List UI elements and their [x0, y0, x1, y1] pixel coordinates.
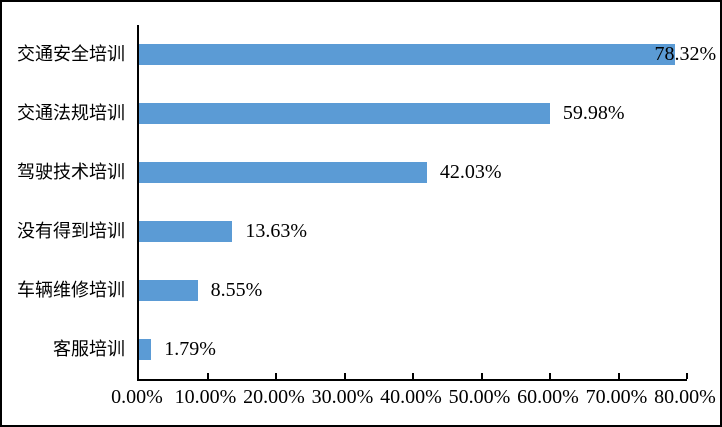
- bar-row: 1.79%: [139, 320, 687, 379]
- data-bar: [139, 280, 198, 301]
- x-tick-label: 30.00%: [311, 386, 374, 408]
- x-axis-tick-mark: [275, 373, 277, 379]
- x-axis-tick-mark: [617, 373, 620, 379]
- category-label: 没有得到培训: [17, 221, 125, 241]
- bar-value-label: 59.98%: [562, 102, 625, 124]
- bar-value-label: 1.79%: [164, 338, 216, 360]
- x-tick-label: 0.00%: [111, 386, 163, 408]
- bar-value-label: 8.55%: [210, 279, 263, 301]
- bar-value-label: 13.63%: [245, 220, 308, 242]
- x-tick-label: 70.00%: [585, 386, 648, 408]
- x-tick-label: 80.00%: [654, 386, 716, 408]
- data-bar: [139, 221, 233, 242]
- x-axis-tick-mark: [343, 373, 346, 379]
- x-tick-label: 20.00%: [243, 386, 305, 408]
- x-axis-tick-mark: [412, 373, 414, 379]
- data-bar: [139, 162, 427, 183]
- category-label: 交通安全培训: [17, 44, 125, 64]
- x-tick-label: 50.00%: [448, 386, 511, 408]
- x-axis-tick-mark: [549, 373, 551, 379]
- bar-row: 59.98%: [139, 84, 687, 143]
- bar-row: 42.03%: [139, 143, 687, 202]
- bar-row: 78.32%: [139, 25, 716, 84]
- value-axis-labels: 0.00% 10.00% 20.00% 30.00% 40.00% 50.00% 60.00…: [111, 386, 716, 412]
- bar-row: 13.63%: [139, 202, 687, 261]
- x-tick-label: 10.00%: [174, 386, 237, 408]
- category-label: 车辆维修培训: [17, 280, 125, 300]
- category-label: 客服培训: [53, 339, 125, 359]
- data-bar: [139, 339, 152, 360]
- plot-area: 78.32% 59.98% 42.03% 13.63% 8.55% 1.79%: [137, 25, 716, 381]
- x-axis-tick-mark: [480, 373, 483, 379]
- x-tick-label: 60.00%: [517, 386, 579, 408]
- bar-row: 8.55%: [139, 261, 687, 320]
- x-axis-tick-mark: [206, 373, 209, 379]
- category-axis-labels: 交通安全培训 交通法规培训 驾驶技术培训 没有得到培训 车辆维修培训客服培训: [2, 25, 125, 379]
- x-axis-tick-mark: [686, 373, 688, 379]
- bar-value-label: 42.03%: [439, 161, 502, 183]
- category-label: 交通法规培训: [17, 103, 125, 123]
- x-tick-label: 40.00%: [380, 386, 442, 408]
- data-bar: [139, 44, 676, 65]
- bar-value-label: 78.32%: [654, 43, 717, 65]
- data-bar: [139, 103, 550, 124]
- category-label: 驾驶技术培训: [17, 162, 125, 182]
